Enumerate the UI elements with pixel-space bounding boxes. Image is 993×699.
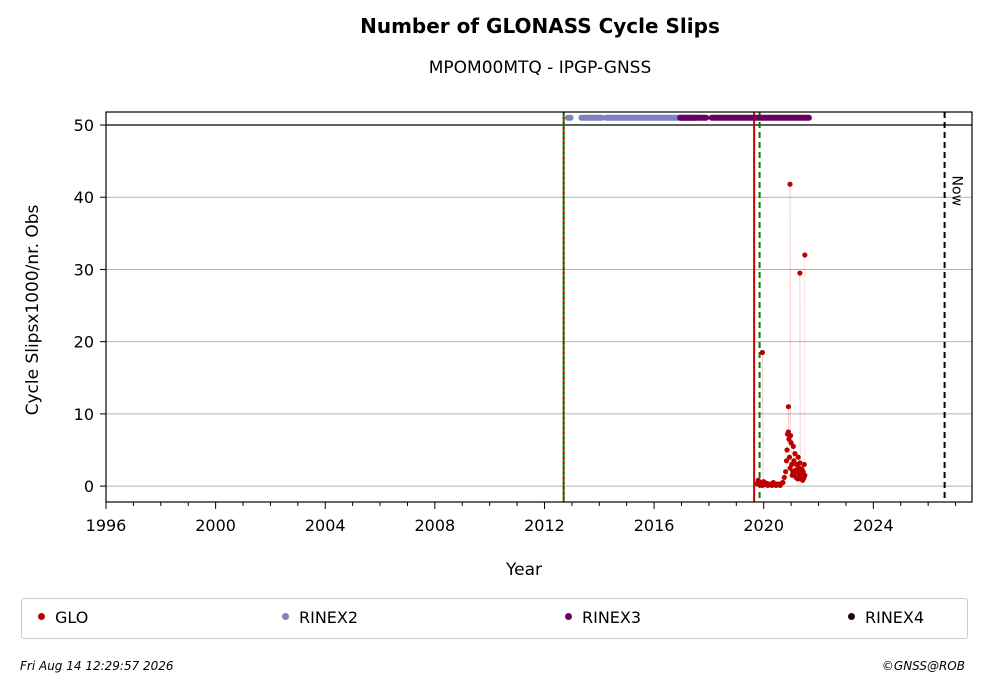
data-point-glo: [759, 349, 765, 356]
y-tick-label-0: 0: [84, 477, 94, 496]
y-tick-label-30: 30: [74, 260, 94, 279]
data-point-glo: [781, 474, 787, 481]
chart-area: Now 1996 2000 2004 2008 2012 2016 2020 2024 0 10 20…: [23, 111, 973, 580]
chart-subtitle: MPOM00MTQ - IPGP-GNSS: [428, 58, 652, 78]
legend-marker-rinex4: [848, 613, 855, 620]
legend-label-rinex2: RINEX2: [299, 608, 359, 627]
x-tick-label-2012: 2012: [524, 516, 565, 535]
legend-label-rinex4: RINEX4: [865, 608, 925, 627]
series-line-glo: [756, 184, 805, 486]
legend-marker-rinex2: [282, 613, 289, 620]
data-point-glo: [791, 458, 797, 464]
x-tick-label-2008: 2008: [415, 516, 456, 535]
data-point-glo: [801, 461, 807, 468]
data-point-glo: [786, 454, 793, 460]
chart-title: Number of GLONASS Cycle Slips: [360, 14, 720, 38]
now-label: Now: [949, 176, 965, 207]
x-tick-label-2020: 2020: [743, 516, 784, 535]
legend-item-rinex2: RINEX2: [282, 608, 358, 627]
data-point-glo: [787, 432, 794, 439]
legend: GLO RINEX2 RINEX3 RINEX4: [21, 598, 968, 639]
x-tick-label-2004: 2004: [305, 516, 346, 535]
x-tick-label-1996: 1996: [86, 516, 127, 535]
data-point-glo: [784, 447, 790, 453]
footer-credit: ©GNSS@ROB: [881, 659, 965, 673]
y-tick-label-10: 10: [74, 405, 94, 424]
data-point-glo: [780, 479, 786, 486]
legend-marker-glo: [38, 613, 45, 620]
legend-item-rinex3: RINEX3: [565, 608, 641, 627]
x-tick-label-2000: 2000: [195, 516, 236, 535]
y-tick-label-20: 20: [74, 333, 94, 352]
plot-frame: [105, 111, 973, 503]
data-point-glo: [797, 270, 803, 276]
data-point-glo: [783, 469, 789, 475]
y-tick-label-50: 50: [74, 116, 94, 135]
data-point-glo: [795, 454, 801, 460]
data-point-glo: [792, 451, 798, 457]
data-point-glo: [790, 443, 796, 449]
data-point-glo: [797, 460, 803, 466]
y-axis-label: Cycle Slipsx1000/nr. Obs: [23, 204, 43, 415]
legend-item-glo: GLO: [38, 608, 88, 627]
x-tick-label-2024: 2024: [853, 516, 894, 535]
footer-timestamp: Fri Aug 14 12:29:57 2026: [20, 659, 174, 673]
legend-label-rinex3: RINEX3: [582, 608, 642, 627]
y-tick-label-40: 40: [74, 188, 94, 207]
x-axis-label: Year: [505, 560, 542, 580]
x-tick-label-2016: 2016: [634, 516, 675, 535]
legend-item-rinex4: RINEX4: [848, 608, 924, 627]
data-point-glo: [783, 458, 790, 464]
legend-label-glo: GLO: [55, 608, 89, 627]
legend-marker-rinex3: [565, 613, 572, 620]
data-point-glo: [785, 404, 791, 410]
data-point-glo: [802, 472, 808, 478]
data-point-glo: [802, 252, 808, 258]
data-point-glo: [787, 181, 793, 187]
